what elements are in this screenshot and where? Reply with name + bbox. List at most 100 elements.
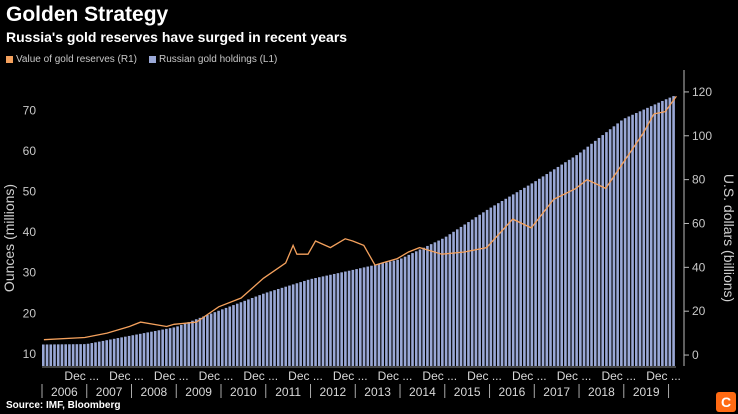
x-year-label: 2015 xyxy=(454,385,481,399)
bar xyxy=(254,296,258,366)
bar xyxy=(135,334,138,366)
x-year-label: 2017 xyxy=(543,385,570,399)
bar xyxy=(519,190,522,366)
bar xyxy=(526,185,530,366)
bar xyxy=(571,157,575,366)
bar xyxy=(653,104,657,367)
bar xyxy=(515,192,519,366)
bar xyxy=(217,310,220,366)
bar xyxy=(42,344,45,366)
x-year-label: 2018 xyxy=(588,385,615,399)
bar xyxy=(489,207,493,366)
y-right-tick-label: 20 xyxy=(692,304,706,318)
legend-item-value: Value of gold reserves (R1) xyxy=(6,54,137,65)
bar-series-holdings xyxy=(42,96,675,367)
bar xyxy=(593,140,597,366)
bar xyxy=(634,113,638,366)
bar xyxy=(538,178,541,366)
bar xyxy=(411,253,414,366)
bar xyxy=(161,329,164,366)
bar xyxy=(150,331,153,366)
bar xyxy=(370,265,373,366)
bar xyxy=(444,236,448,366)
bar xyxy=(79,344,82,366)
bar xyxy=(504,198,508,366)
bar xyxy=(228,306,232,366)
bar xyxy=(83,344,86,366)
bar xyxy=(288,285,291,366)
bar xyxy=(97,341,101,366)
bar xyxy=(511,194,515,366)
bar xyxy=(131,335,135,366)
bar xyxy=(90,343,94,366)
bar xyxy=(470,219,474,366)
bar xyxy=(142,333,146,366)
bar xyxy=(601,135,605,366)
x-year-label: 2009 xyxy=(185,385,212,399)
bar xyxy=(493,205,496,366)
bar xyxy=(377,264,381,366)
legend-swatch-holdings xyxy=(148,56,156,63)
x-upper-tick-label: Dec ... xyxy=(557,369,592,383)
bar xyxy=(373,264,377,366)
bar xyxy=(250,297,254,366)
bar xyxy=(422,247,426,366)
bar xyxy=(60,344,64,366)
bar xyxy=(418,249,422,366)
line-series-value xyxy=(43,95,677,341)
bar xyxy=(552,169,556,366)
bar xyxy=(153,330,157,366)
x-upper-tick-label: Dec ... xyxy=(243,369,278,383)
bar xyxy=(202,316,205,366)
y-right-tick-label: 60 xyxy=(692,216,706,230)
bar xyxy=(661,100,664,366)
bar xyxy=(612,126,616,366)
bar xyxy=(209,313,213,366)
bar xyxy=(355,269,358,366)
bar xyxy=(75,344,79,366)
bar xyxy=(564,162,567,366)
bar xyxy=(112,338,116,366)
bar xyxy=(239,302,243,366)
bar xyxy=(127,335,131,366)
bar xyxy=(608,129,612,366)
bar xyxy=(392,260,396,366)
bar xyxy=(310,278,314,366)
y-left-tick-label: 40 xyxy=(23,225,37,239)
bar xyxy=(68,344,71,366)
bar xyxy=(560,164,563,366)
bar xyxy=(638,111,642,366)
bar xyxy=(381,263,384,366)
bar xyxy=(672,96,675,366)
bar xyxy=(459,226,463,366)
brand-logo: C xyxy=(716,392,736,412)
bar xyxy=(299,282,302,366)
bar xyxy=(317,277,321,366)
bar xyxy=(388,261,392,366)
bar xyxy=(146,332,150,366)
y-right-tick-label: 80 xyxy=(692,173,706,187)
chart-title: Golden Strategy xyxy=(6,3,169,26)
bar xyxy=(273,290,276,366)
bar xyxy=(194,319,198,366)
y-left-tick-label: 60 xyxy=(23,144,37,158)
x-year-label: 2008 xyxy=(141,385,168,399)
bar xyxy=(336,273,340,366)
bar xyxy=(400,258,403,366)
bar xyxy=(649,106,653,366)
bar xyxy=(232,305,235,366)
bar xyxy=(482,212,485,366)
bar xyxy=(332,273,336,366)
bar xyxy=(627,116,631,366)
bar xyxy=(586,146,590,366)
x-upper-tick-label: Dec ... xyxy=(333,369,368,383)
bar xyxy=(616,123,619,366)
bar xyxy=(340,272,343,366)
bar xyxy=(235,303,239,366)
bar xyxy=(124,336,127,366)
bar xyxy=(452,231,455,366)
bar xyxy=(303,280,306,366)
bar xyxy=(403,256,407,366)
x-year-label: 2011 xyxy=(275,385,301,399)
bar xyxy=(138,333,142,366)
